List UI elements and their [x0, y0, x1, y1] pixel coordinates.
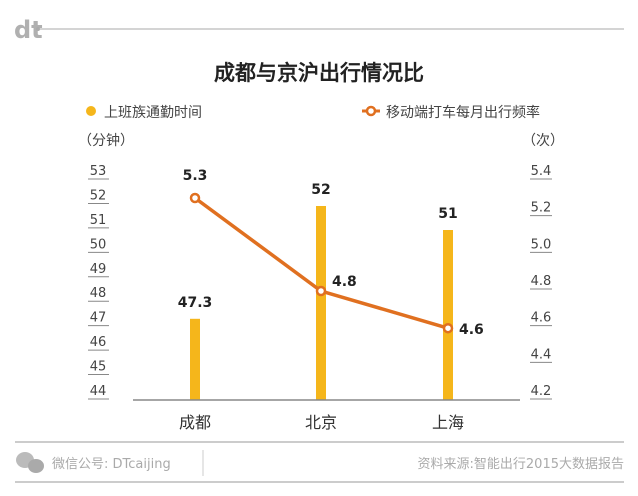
left-tick-label: 52: [90, 188, 107, 203]
line-point-成都: [189, 192, 201, 204]
right-tick-label: 4.4: [531, 347, 552, 362]
line-value-label: 5.3: [183, 168, 208, 184]
left-tick-label: 51: [90, 213, 107, 228]
legend-line-label: 移动端打车每月出行频率: [386, 104, 540, 121]
bar-北京: [316, 206, 326, 400]
legend-bar-label: 上班族通勤时间: [104, 105, 202, 121]
line-point-上海: [442, 322, 454, 334]
left-tick-label: 46: [90, 335, 107, 350]
header-dot: [36, 27, 40, 31]
right-tick-label: 5.4: [531, 164, 552, 179]
line-value-label: 4.8: [332, 274, 357, 290]
wechat-account: 微信公号: DTcaijing: [52, 457, 171, 472]
line-value-label: 4.6: [459, 322, 484, 338]
right-tick-label: 4.2: [531, 384, 552, 399]
data-source: 资料来源:智能出行2015大数据报告: [418, 457, 624, 472]
line-point-北京: [315, 285, 327, 297]
right-tick-label: 4.8: [531, 274, 552, 289]
x-tick-label: 上海: [432, 413, 464, 432]
bar-value-label: 52: [311, 182, 330, 198]
right-axis-unit: （次）: [522, 133, 564, 149]
bar-value-label: 47.3: [178, 295, 213, 311]
left-tick-label: 47: [90, 311, 107, 326]
left-tick-label: 48: [90, 286, 107, 301]
x-tick-label: 成都: [179, 413, 211, 432]
left-tick-label: 44: [90, 384, 107, 399]
bar-成都: [190, 318, 200, 400]
legend-bar-marker: [86, 106, 96, 116]
legend-line-point: [365, 105, 377, 117]
right-tick-label: 5.0: [531, 237, 552, 252]
bar-上海: [443, 230, 453, 400]
right-tick-label: 4.6: [531, 311, 552, 326]
left-axis-unit: （分钟）: [78, 132, 134, 149]
wechat-icon-small: [28, 459, 44, 473]
left-tick-label: 50: [90, 237, 107, 252]
left-tick-label: 53: [90, 164, 107, 179]
left-tick-label: 45: [90, 360, 107, 375]
x-tick-label: 北京: [305, 413, 337, 432]
chart-title: 成都与京沪出行情况比: [214, 61, 424, 85]
bar-value-label: 51: [438, 206, 457, 222]
left-tick-label: 49: [90, 262, 107, 277]
right-tick-label: 5.2: [531, 201, 552, 216]
